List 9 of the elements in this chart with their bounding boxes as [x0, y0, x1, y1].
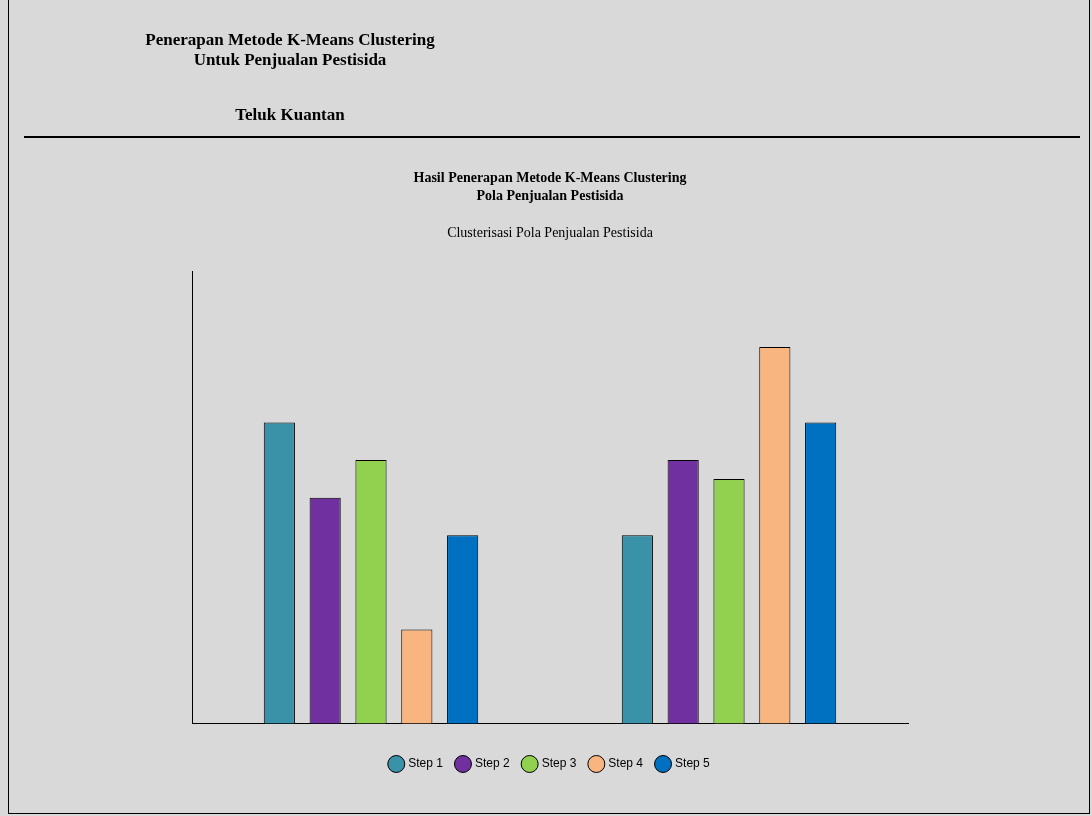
text: Penerapan Metode K-Means Clustering Untuk Penjualan Pestisida: [144, 30, 436, 70]
legend-label: Step 2: [474, 756, 510, 771]
legend-label: Step 1: [408, 756, 444, 771]
chart-title: Hasil Penerapan Metode K-Means Clustering Pola Penjualan Pestisida: [413, 170, 687, 203]
chart-subtitle: Clusterisasi Pola Penjualan Pestisida: [447, 225, 654, 241]
legend-label: Step 4: [608, 756, 644, 771]
text: Teluk Kuantan: [234, 105, 346, 125]
legend-label: Step 3: [541, 756, 577, 771]
legend-label: Step 5: [675, 756, 711, 771]
